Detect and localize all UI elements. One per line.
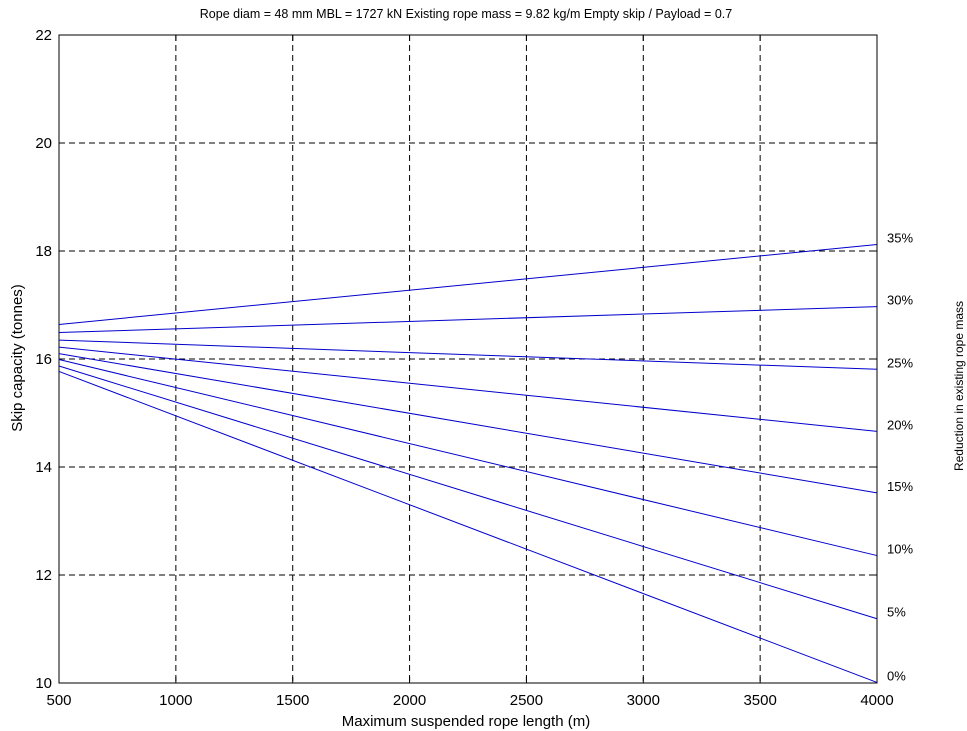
y-tick-label: 22 bbox=[35, 27, 52, 44]
x-tick-label: 1000 bbox=[159, 692, 192, 709]
series-line-15pct bbox=[58, 353, 878, 494]
y-tick-label: 12 bbox=[35, 567, 52, 584]
series-label: 5% bbox=[887, 605, 906, 620]
x-tick-label: 2500 bbox=[510, 692, 543, 709]
series-line-10pct bbox=[58, 359, 878, 557]
x-tick-label: 1500 bbox=[276, 692, 309, 709]
x-tick-label: 2000 bbox=[393, 692, 426, 709]
axis-ticks bbox=[58, 34, 878, 684]
series-line-0pct bbox=[58, 370, 878, 683]
y-tick-label: 18 bbox=[35, 243, 52, 260]
right-axis-title: Reduction in existing rope mass bbox=[952, 301, 966, 471]
series-label: 10% bbox=[887, 542, 913, 557]
x-tick-label: 3500 bbox=[743, 692, 776, 709]
series-label: 25% bbox=[887, 355, 913, 370]
x-axis-title: Maximum suspended rope length (m) bbox=[342, 713, 590, 730]
series-line-20pct bbox=[58, 346, 878, 432]
series-label: 30% bbox=[887, 293, 913, 308]
chart-title: Rope diam = 48 mm MBL = 1727 kN Existing… bbox=[200, 7, 732, 21]
series-label: 20% bbox=[887, 417, 913, 432]
y-tick-label: 10 bbox=[35, 675, 52, 692]
x-tick-label: 3000 bbox=[627, 692, 660, 709]
series-line-5pct bbox=[58, 365, 878, 620]
x-tick-label: 4000 bbox=[860, 692, 893, 709]
tick-labels: 500 1000 1500 2000 2500 3000 3500 4000 10 12 14 16 1… bbox=[35, 27, 913, 709]
series-line-35pct bbox=[58, 244, 878, 325]
series-line-30pct bbox=[58, 306, 878, 334]
grid-lines bbox=[59, 35, 877, 683]
data-lines bbox=[58, 244, 878, 683]
series-label: 0% bbox=[887, 668, 906, 683]
x-tick-label: 500 bbox=[46, 692, 71, 709]
series-label: 15% bbox=[887, 479, 913, 494]
y-tick-label: 20 bbox=[35, 135, 52, 152]
y-axis-title: Skip capacity (tonnes) bbox=[9, 284, 26, 432]
series-label: 35% bbox=[887, 231, 913, 246]
y-tick-label: 14 bbox=[35, 459, 52, 476]
y-tick-label: 16 bbox=[35, 351, 52, 368]
series-line-25pct bbox=[58, 339, 878, 370]
